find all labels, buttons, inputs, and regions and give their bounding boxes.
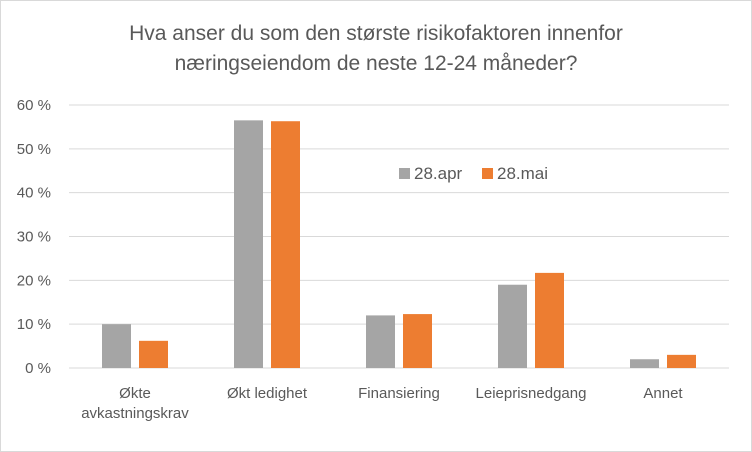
y-tick-label-40: 40 %	[17, 185, 51, 202]
x-tick-label-2-0: Finansiering	[358, 385, 440, 402]
x-tick-label-3-0: Leieprisnedgang	[476, 385, 587, 402]
y-tick-label-10: 10 %	[17, 316, 51, 333]
bar-28-apr-4	[630, 359, 659, 368]
y-tick-label-60: 60 %	[17, 97, 51, 114]
chart-title-line-2: næringseiendom de neste 12-24 måneder?	[174, 52, 578, 75]
bar-28-apr-1	[234, 120, 263, 368]
bar-28-mai-3	[535, 272, 564, 368]
legend-swatch-28-apr	[399, 168, 410, 179]
bar-28-mai-2	[403, 314, 432, 368]
bar-28-apr-0	[102, 324, 131, 368]
y-tick-label-20: 20 %	[17, 272, 51, 289]
chart-title: Hva anser du som den største risikofakto…	[1, 19, 751, 79]
x-tick-label-4-0: Annet	[643, 385, 683, 402]
x-tick-label-0-1: avkastningskrav	[81, 405, 189, 422]
chart-title-line-1: Hva anser du som den største risikofakto…	[129, 22, 623, 45]
y-tick-label-0: 0 %	[25, 360, 51, 377]
bar-28-mai-4	[667, 354, 696, 368]
legend-label-28-mai: 28.mai	[497, 164, 548, 183]
bar-28-mai-1	[271, 121, 300, 369]
x-tick-label-0-0: Økte	[119, 385, 151, 402]
legend-label-28-apr: 28.apr	[414, 164, 463, 183]
y-tick-label-50: 50 %	[17, 141, 51, 158]
bar-28-apr-2	[366, 315, 395, 368]
bar-28-apr-3	[498, 284, 527, 368]
x-tick-label-1-0: Økt ledighet	[227, 385, 308, 402]
legend-swatch-28-mai	[482, 168, 493, 179]
y-tick-label-30: 30 %	[17, 229, 51, 246]
bar-28-mai-0	[139, 340, 168, 368]
